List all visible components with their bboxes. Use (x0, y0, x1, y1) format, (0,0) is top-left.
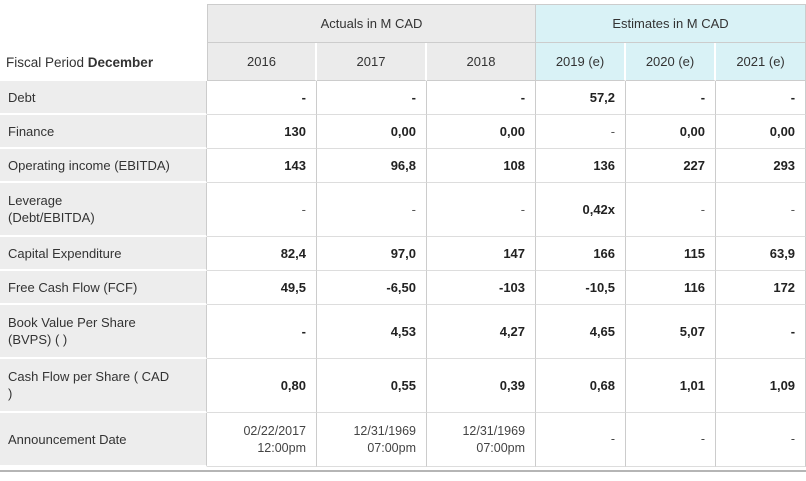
table-row-finance: Finance 130 0,00 0,00-0,00 0,00 (0, 115, 806, 149)
table-row-book-value-per-share-bvps: Book Value Per Share (BVPS) ( ) -4,53 4,27… (0, 305, 806, 359)
year-header-2016: 2016 (207, 43, 317, 81)
value-cell-free-cash-flow-fcf-2018: -103 (427, 271, 537, 305)
row-label-cash-flow-per-share: Cash Flow per Share ( CAD ) (0, 359, 207, 413)
table-row-cash-flow-per-share: Cash Flow per Share ( CAD ) 0,80 0,55 0,39 0… (0, 359, 806, 413)
table-row-leverage-debt-ebitda: Leverage (Debt/EBITDA) - - -0,42x - - (0, 183, 806, 237)
value-cell-book-value-per-share-bvps-2017: 4,53 (317, 305, 427, 359)
value-cell-debt-2020: - (626, 81, 717, 115)
row-label-free-cash-flow-fcf: Free Cash Flow (FCF) (0, 271, 207, 305)
value-cell-leverage-debt-ebitda-2019: 0,42x (536, 183, 627, 237)
value-cell-leverage-debt-ebitda-2018: - (427, 183, 537, 237)
value-cell-leverage-debt-ebitda-2016: - (207, 183, 317, 237)
value-cell-finance-2020: 0,00 (626, 115, 717, 149)
value-cell-book-value-per-share-bvps-2021: - (716, 305, 806, 359)
value-cell-announcement-date-2017: 12/31/1969 07:00pm (317, 413, 427, 467)
value-cell-operating-income-ebitda-2016: 143 (207, 149, 317, 183)
row-label-announcement-date: Announcement Date (0, 413, 207, 467)
table-row-debt: Debt - - -57,2- - (0, 81, 806, 115)
row-label-debt: Debt (0, 81, 207, 115)
table-row-announcement-date: Announcement Date 02/22/2017 12:00pm 12/31… (0, 413, 806, 467)
value-cell-operating-income-ebitda-2019: 136 (536, 149, 627, 183)
value-cell-cash-flow-per-share-2016: 0,80 (207, 359, 317, 413)
table-bottom-rule (0, 470, 806, 472)
value-cell-capital-expenditure-2017: 97,0 (317, 237, 427, 271)
value-cell-announcement-date-2019: - (536, 413, 627, 467)
value-cell-announcement-date-2020: - (626, 413, 717, 467)
table-body: Debt - - -57,2- - Finance 130 0,00 0,00-0,00 0,00… (0, 81, 806, 467)
value-cell-debt-2018: - (427, 81, 537, 115)
year-header-2021e: 2021 (e) (716, 43, 806, 81)
fiscal-period-month: December (87, 54, 154, 70)
value-cell-operating-income-ebitda-2017: 96,8 (317, 149, 427, 183)
row-label-book-value-per-share-bvps: Book Value Per Share (BVPS) ( ) (0, 305, 207, 359)
row-label-operating-income-ebitda: Operating income (EBITDA) (0, 149, 207, 183)
actuals-group-header: Actuals in M CAD (207, 4, 537, 43)
value-cell-capital-expenditure-2019: 166 (536, 237, 627, 271)
value-cell-debt-2019: 57,2 (536, 81, 627, 115)
value-cell-capital-expenditure-2020: 115 (626, 237, 717, 271)
fiscal-period-cell: Fiscal Period December (0, 43, 207, 81)
value-cell-cash-flow-per-share-2018: 0,39 (427, 359, 537, 413)
row-label-finance: Finance (0, 115, 207, 149)
year-header-2017: 2017 (317, 43, 427, 81)
year-header-row: Fiscal Period December 2016 2017 2018 20… (0, 43, 806, 81)
value-cell-free-cash-flow-fcf-2020: 116 (626, 271, 717, 305)
group-header-row: Actuals in M CAD Estimates in M CAD (0, 4, 806, 43)
value-cell-cash-flow-per-share-2021: 1,09 (716, 359, 806, 413)
value-cell-capital-expenditure-2016: 82,4 (207, 237, 317, 271)
value-cell-leverage-debt-ebitda-2017: - (317, 183, 427, 237)
value-cell-book-value-per-share-bvps-2020: 5,07 (626, 305, 717, 359)
row-label-capital-expenditure: Capital Expenditure (0, 237, 207, 271)
value-cell-operating-income-ebitda-2021: 293 (716, 149, 806, 183)
value-cell-free-cash-flow-fcf-2021: 172 (716, 271, 806, 305)
value-cell-finance-2021: 0,00 (716, 115, 806, 149)
value-cell-finance-2018: 0,00 (427, 115, 537, 149)
value-cell-operating-income-ebitda-2020: 227 (626, 149, 717, 183)
value-cell-book-value-per-share-bvps-2019: 4,65 (536, 305, 627, 359)
value-cell-cash-flow-per-share-2020: 1,01 (626, 359, 717, 413)
value-cell-capital-expenditure-2021: 63,9 (716, 237, 806, 271)
value-cell-book-value-per-share-bvps-2016: - (207, 305, 317, 359)
value-cell-leverage-debt-ebitda-2021: - (716, 183, 806, 237)
value-cell-announcement-date-2021: - (716, 413, 806, 467)
value-cell-free-cash-flow-fcf-2016: 49,5 (207, 271, 317, 305)
estimates-group-header: Estimates in M CAD (536, 4, 806, 43)
value-cell-finance-2017: 0,00 (317, 115, 427, 149)
row-label-leverage-debt-ebitda: Leverage (Debt/EBITDA) (0, 183, 207, 237)
value-cell-leverage-debt-ebitda-2020: - (626, 183, 717, 237)
table-row-capital-expenditure: Capital Expenditure 82,4 97,0 147 166 115 63,9 (0, 237, 806, 271)
value-cell-announcement-date-2016: 02/22/2017 12:00pm (207, 413, 317, 467)
value-cell-free-cash-flow-fcf-2019: -10,5 (536, 271, 627, 305)
table-row-free-cash-flow-fcf: Free Cash Flow (FCF) 49,5 -6,50 -103 -10,5 11… (0, 271, 806, 305)
financials-table: Actuals in M CAD Estimates in M CAD Fisc… (0, 4, 806, 467)
value-cell-cash-flow-per-share-2019: 0,68 (536, 359, 627, 413)
value-cell-cash-flow-per-share-2017: 0,55 (317, 359, 427, 413)
value-cell-book-value-per-share-bvps-2018: 4,27 (427, 305, 537, 359)
value-cell-debt-2021: - (716, 81, 806, 115)
value-cell-debt-2016: - (207, 81, 317, 115)
fiscal-period-label: Fiscal Period (6, 54, 88, 70)
value-cell-announcement-date-2018: 12/31/1969 07:00pm (427, 413, 537, 467)
year-header-2019e: 2019 (e) (536, 43, 627, 81)
value-cell-capital-expenditure-2018: 147 (427, 237, 537, 271)
corner-spacer (0, 4, 207, 43)
value-cell-operating-income-ebitda-2018: 108 (427, 149, 537, 183)
year-header-2020e: 2020 (e) (626, 43, 717, 81)
value-cell-debt-2017: - (317, 81, 427, 115)
table-row-operating-income-ebitda: Operating income (EBITDA) 143 96,8 108 136 22… (0, 149, 806, 183)
value-cell-finance-2016: 130 (207, 115, 317, 149)
value-cell-finance-2019: - (536, 115, 627, 149)
year-header-2018: 2018 (427, 43, 537, 81)
value-cell-free-cash-flow-fcf-2017: -6,50 (317, 271, 427, 305)
